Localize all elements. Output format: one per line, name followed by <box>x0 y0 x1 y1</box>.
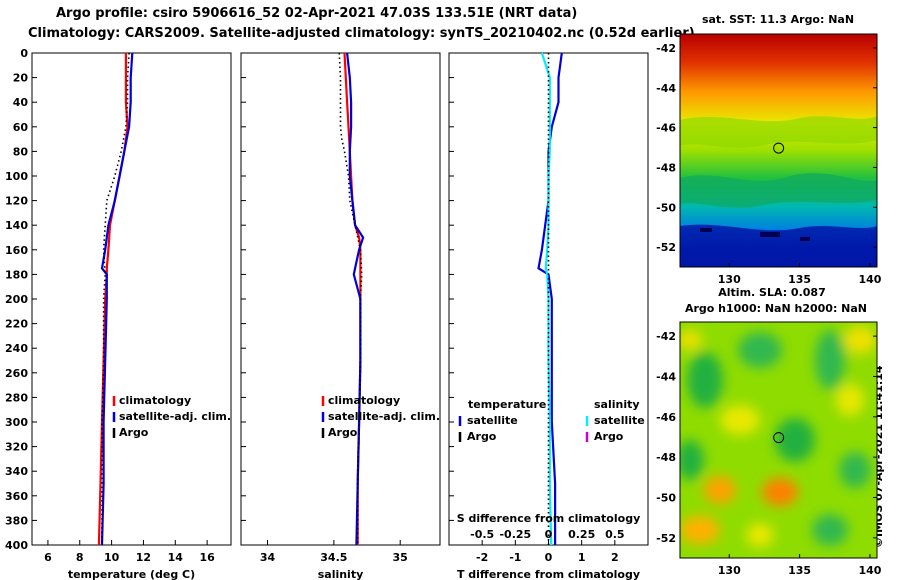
map-y-tick-label: -42 <box>656 42 676 55</box>
temperature-series-satellite-adj-clim- <box>100 52 134 546</box>
x-tick-label: 34.5 <box>320 551 347 564</box>
map-x-tick-label: 130 <box>718 564 741 577</box>
y-tick-label: 80 <box>13 145 29 158</box>
s-tick-label: -0.25 <box>499 528 531 541</box>
s-tick-label: 0.25 <box>568 528 595 541</box>
x-tick-label: 6 <box>44 551 52 564</box>
sla-argo-marker <box>773 432 785 444</box>
temperature-panel: 6 8 10 12 14 16 temperature (deg C) 0 20 40 60 80 10… <box>5 47 232 580</box>
x-tick-label: 12 <box>136 551 151 564</box>
s-tick-label: -0.5 <box>470 528 494 541</box>
y-tick-label: 40 <box>13 96 29 109</box>
y-tick-label: 240 <box>5 342 28 355</box>
sst-map-texture <box>680 116 877 267</box>
salinity-diff-xlabel: S difference from climatology <box>457 512 641 525</box>
y-tick-label: 360 <box>5 490 28 503</box>
salinity-xlabel: salinity <box>318 568 364 580</box>
map-x-tick-label: 140 <box>858 564 881 577</box>
y-tick-label: 320 <box>5 441 28 454</box>
s-tick-label: 0.5 <box>605 528 625 541</box>
y-tick-label: 180 <box>5 268 28 281</box>
y-tick-label: 280 <box>5 391 28 404</box>
temperature-series-climatology <box>97 53 129 546</box>
sla-map: Altim. SLA: 0.087 Argo h1000: NaN h2000:… <box>656 286 882 577</box>
y-tick-label: 100 <box>5 170 28 183</box>
y-tick-label: 260 <box>5 367 28 380</box>
y-tick-label: 160 <box>5 244 28 257</box>
legend-label: climatology <box>119 394 191 407</box>
x-tick-label: 35 <box>393 551 408 564</box>
temperature-frame <box>31 52 232 546</box>
figure-title-line1: Argo profile: csiro 5906616_52 02-Apr-20… <box>56 6 578 21</box>
legend-label: Argo <box>328 426 358 439</box>
x-tick-label: 2 <box>611 551 619 564</box>
map-y-tick-label: -44 <box>656 370 676 383</box>
map-x-tick-label: 135 <box>788 273 811 286</box>
x-tick-label: 8 <box>76 551 84 564</box>
legend-label: climatology <box>328 394 400 407</box>
x-tick-label: -1 <box>509 551 521 564</box>
map-y-tick-label: -50 <box>656 491 676 504</box>
y-tick-label: 200 <box>5 293 28 306</box>
map-x-tick-label: 130 <box>718 273 741 286</box>
map-y-tick-label: -46 <box>656 411 676 424</box>
y-tick-label: 380 <box>5 514 28 527</box>
sla-map-texture <box>680 326 876 547</box>
legend-salinity-title: salinity <box>594 398 640 411</box>
salinity-frame <box>240 52 441 546</box>
legend-label: Argo <box>467 430 497 443</box>
y-tick-label: 120 <box>5 195 28 208</box>
legend-label: satellite-adj. clim. <box>328 410 440 423</box>
y-tick-label: 340 <box>5 465 28 478</box>
map-y-tick-label: -48 <box>656 451 676 464</box>
legend-label: satellite <box>594 414 645 427</box>
differences-xlabel: T difference from climatology <box>457 568 640 580</box>
temperature-xlabel: temperature (deg C) <box>68 568 195 580</box>
differences-series-salinity-satellite <box>540 52 553 546</box>
map-y-tick-label: -46 <box>656 122 676 135</box>
temperature-series-argo <box>101 52 130 545</box>
map-y-tick-label: -50 <box>656 201 676 214</box>
map-y-tick-label: -42 <box>656 330 676 343</box>
y-tick-label: 400 <box>5 539 28 552</box>
y-tick-label: 60 <box>13 121 29 134</box>
x-tick-label: 10 <box>104 551 120 564</box>
x-tick-label: -2 <box>476 551 488 564</box>
sst-map: sat. SST: 11.3 Argo: NaN 130 135 140 -42 -44… <box>656 13 882 286</box>
s-tick-label: 0 <box>545 528 553 541</box>
x-tick-label: 1 <box>578 551 586 564</box>
sst-map-title: sat. SST: 11.3 Argo: NaN <box>702 13 854 26</box>
y-tick-label: 0 <box>20 47 28 60</box>
x-tick-label: 16 <box>199 551 215 564</box>
map-x-tick-label: 140 <box>858 273 881 286</box>
legend-temperature-title: temperature <box>468 398 546 411</box>
sst-argo-marker <box>773 142 785 154</box>
map-x-tick-label: 135 <box>788 564 811 577</box>
y-tick-label: 20 <box>13 72 29 85</box>
sla-title-line1: Altim. SLA: 0.087 <box>718 286 825 299</box>
map-y-tick-label: -52 <box>656 241 676 254</box>
map-y-tick-label: -48 <box>656 161 676 174</box>
legend-label: Argo <box>594 430 624 443</box>
sla-title-line2: Argo h1000: NaN h2000: NaN <box>685 302 867 315</box>
salinity-panel: 34 34.5 35 salinity climatology satellite-adj… <box>240 52 441 580</box>
y-tick-label: 300 <box>5 416 28 429</box>
map-y-tick-label: -52 <box>656 532 676 545</box>
differences-series-temperature-satellite <box>537 52 563 545</box>
legend-label: Argo <box>119 426 149 439</box>
x-tick-label: 34 <box>260 551 276 564</box>
legend-label: satellite-adj. clim. <box>119 410 231 423</box>
x-tick-label: 14 <box>168 551 184 564</box>
y-tick-label: 140 <box>5 219 28 232</box>
figure-title-line2: Climatology: CARS2009. Satellite-adjuste… <box>28 26 695 41</box>
map-y-tick-label: -44 <box>656 82 676 95</box>
x-tick-label: 0 <box>545 551 553 564</box>
y-tick-label: 220 <box>5 318 28 331</box>
legend-label: satellite <box>467 414 518 427</box>
difference-panel: -2 -1 0 1 2 T difference from climatology temp… <box>448 52 649 580</box>
